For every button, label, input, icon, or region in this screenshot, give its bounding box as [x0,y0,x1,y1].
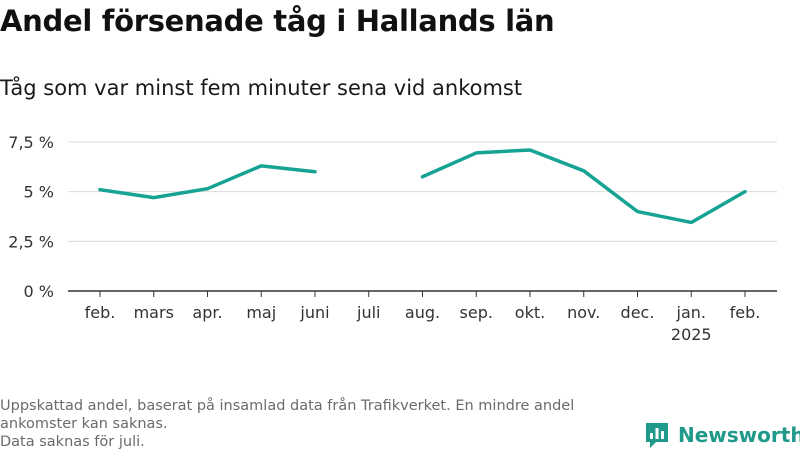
y-tick-label: 0 % [24,282,54,301]
x-tick-label: aug. [405,303,440,322]
x-tick-label: dec. [621,303,655,322]
series-line [420,148,747,225]
x-tick-label: maj [246,303,276,322]
x-tick-label: okt. [515,303,545,322]
x-tick-label: feb. [85,303,116,322]
x-tick-label: apr. [192,303,222,322]
brand-name: Newsworthy [678,423,800,447]
x-tick-sublabel: 2025 [671,325,712,344]
y-tick-label: 7,5 % [8,133,54,152]
chart-subtitle: Tåg som var minst fem minuter sena vid a… [0,76,523,100]
chart-title: Andel försenade tåg i Hallands län [0,4,555,38]
footnote: Uppskattad andel, baserat på insamlad da… [0,397,640,451]
x-tick-label: juni [299,303,329,322]
x-tick-label: nov. [567,303,600,322]
footnote-missing-data: Data saknas för juli. [0,434,145,450]
y-tick-label: 2,5 % [8,232,54,251]
series-line [98,164,317,200]
x-tick-label: juli [356,303,380,322]
newsworthy-logo-icon [646,423,668,448]
x-tick-label: mars [134,303,174,322]
y-tick-label: 5 % [24,183,54,202]
x-tick-label: feb. [730,303,761,322]
brand-logo: Newsworthy [644,420,800,450]
x-tick-label: jan. [676,303,706,322]
x-tick-label: sep. [460,303,493,322]
footnote-source: Uppskattad andel, baserat på insamlad da… [0,398,575,432]
